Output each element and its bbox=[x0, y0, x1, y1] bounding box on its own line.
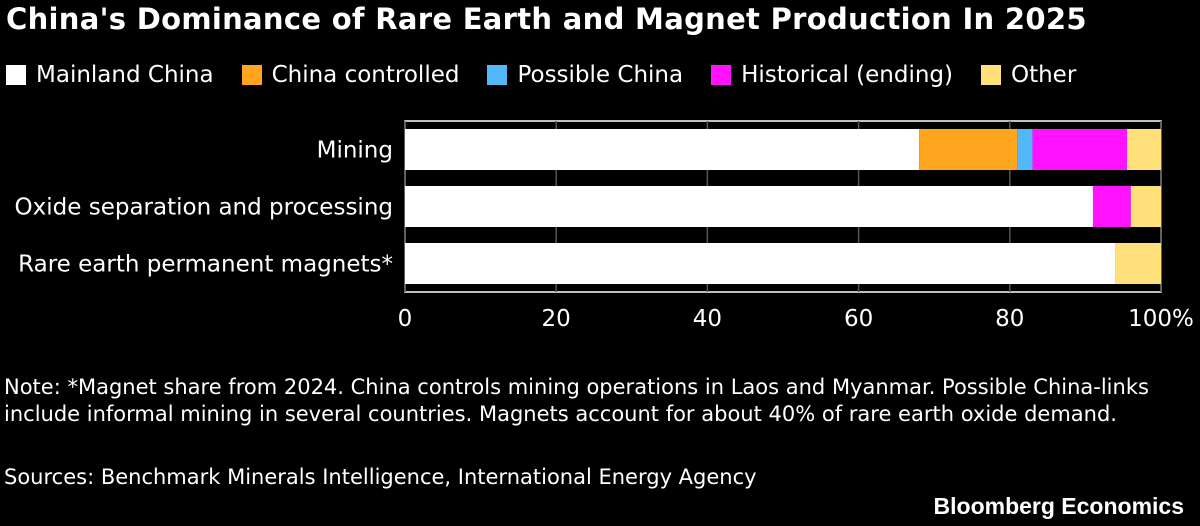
x-tick-label: 0 bbox=[398, 306, 413, 332]
x-tick-label: 40 bbox=[693, 306, 722, 332]
legend-item: Mainland China bbox=[6, 62, 214, 88]
category-label: Rare earth permanent magnets* bbox=[18, 252, 393, 278]
bar-segment-china-controlled bbox=[919, 128, 1018, 171]
legend-swatch bbox=[6, 65, 26, 85]
bar-segment-mainland-china bbox=[405, 242, 1116, 285]
legend-swatch bbox=[711, 65, 732, 85]
legend: Mainland China China controlled Possible C… bbox=[6, 60, 1104, 90]
chart-note: Note: *Magnet share from 2024. China con… bbox=[4, 375, 1149, 426]
bar-segment-other bbox=[1130, 185, 1161, 228]
bar-segment-historical-ending bbox=[1032, 128, 1127, 171]
legend-item: China controlled bbox=[241, 62, 460, 88]
legend-swatch bbox=[980, 65, 1001, 85]
chart-sources: Sources: Benchmark Minerals Intelligence… bbox=[4, 465, 757, 489]
legend-item: Possible China bbox=[487, 62, 683, 88]
brand-logo-text: Bloomberg Economics bbox=[933, 493, 1184, 519]
bar-segment-possible-china bbox=[1017, 128, 1033, 171]
chart-title: China's Dominance of Rare Earth and Magn… bbox=[6, 2, 1087, 36]
legend-item: Historical (ending) bbox=[711, 62, 953, 88]
legend-swatch bbox=[241, 65, 262, 85]
bar-segment-historical-ending bbox=[1092, 185, 1131, 228]
legend-label: Other bbox=[1010, 62, 1077, 88]
category-label: Oxide separation and processing bbox=[15, 195, 393, 221]
legend-item: Other bbox=[980, 62, 1077, 88]
bar-segment-other bbox=[1126, 128, 1161, 171]
bar-chart: Mining Oxide separation and processing Rar… bbox=[15, 120, 1194, 332]
bar-segment-mainland-china bbox=[405, 128, 920, 171]
legend-label: Possible China bbox=[517, 62, 684, 88]
category-label: Mining bbox=[317, 138, 393, 164]
bar-segment-other bbox=[1115, 242, 1161, 285]
legend-label: China controlled bbox=[271, 62, 460, 88]
legend-label: Mainland China bbox=[36, 62, 214, 88]
bar-segment-mainland-china bbox=[405, 185, 1093, 228]
x-tick-label: 100% bbox=[1128, 306, 1194, 332]
legend-swatch bbox=[487, 65, 508, 85]
x-tick-label: 80 bbox=[995, 306, 1024, 332]
legend-label: Historical (ending) bbox=[741, 62, 953, 88]
x-tick-label: 20 bbox=[542, 306, 571, 332]
x-tick-label: 60 bbox=[844, 306, 873, 332]
